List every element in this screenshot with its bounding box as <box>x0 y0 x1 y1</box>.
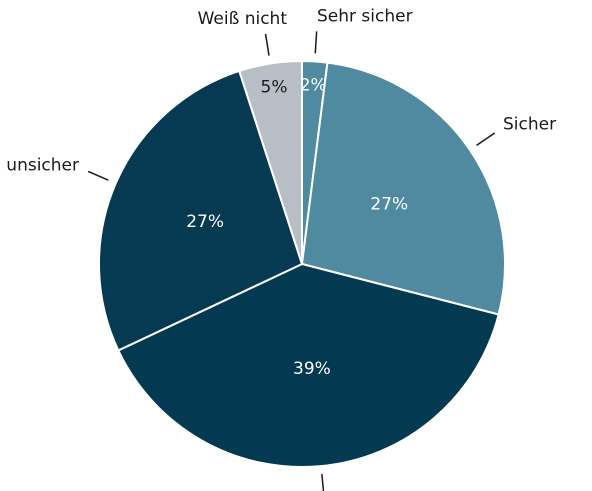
slice-category-label: Weiß nicht <box>198 9 288 29</box>
pie-slice <box>98 69 304 352</box>
slice-category-label: Völlig unsicher <box>0 156 79 176</box>
leader-line <box>321 473 325 491</box>
leader-line <box>476 132 496 147</box>
pie-slice <box>116 262 500 468</box>
slice-value-label: 27% <box>370 195 408 215</box>
slice-value-label: 5% <box>261 78 288 98</box>
slice-value-label: 27% <box>186 212 224 232</box>
slice-value-label: 2% <box>300 76 327 96</box>
pie-slice <box>238 59 303 265</box>
slice-value-label: 39% <box>293 359 331 379</box>
pie-slice <box>300 61 506 316</box>
slice-category-label: Sehr sicher <box>317 6 413 26</box>
leader-line <box>87 170 109 181</box>
leader-line <box>264 33 270 56</box>
leader-line <box>314 31 318 54</box>
slice-category-label: Sicher <box>503 115 556 135</box>
